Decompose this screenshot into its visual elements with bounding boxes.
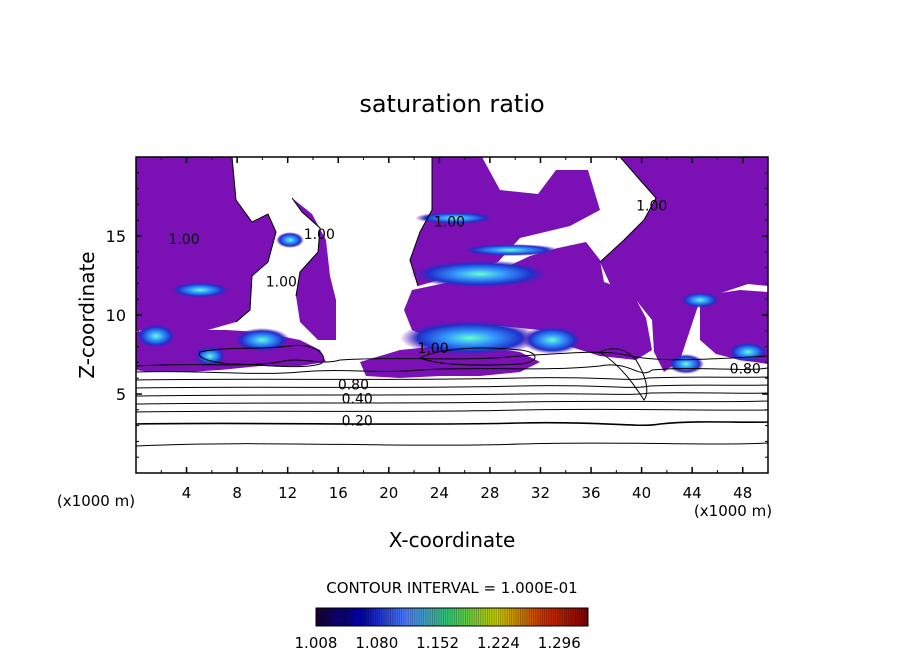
x-tick-label: 40 — [632, 484, 651, 502]
x-tick-label: 24 — [430, 484, 449, 502]
x-tick-label: 8 — [232, 484, 242, 502]
x-axis-label: X-coordinate — [389, 528, 516, 552]
contour-lines — [136, 157, 768, 447]
saturated-region-left — [136, 157, 276, 334]
contour-label: 1.00 — [636, 199, 667, 215]
x-tick-label: 28 — [480, 484, 499, 502]
contour-label: 1.00 — [434, 215, 465, 231]
contour-label: 1.00 — [266, 275, 297, 291]
hot-spot — [234, 328, 290, 352]
contour-line — [136, 364, 768, 374]
y-tick-label: 15 — [106, 227, 126, 246]
contour-line — [599, 348, 648, 401]
contour-line — [136, 392, 768, 397]
y-axis-label: Z-coordinate — [75, 251, 99, 378]
colorbar-tick-label: 1.152 — [416, 634, 459, 652]
colorbar — [315, 607, 589, 627]
contour-line — [409, 157, 433, 287]
z-axis-unit: (x1000 m) — [57, 492, 135, 510]
colorbar-tick-label: 1.224 — [477, 634, 520, 652]
x-tick-label: 44 — [683, 484, 702, 502]
contour-line — [136, 442, 768, 447]
x-tick-label: 12 — [278, 484, 297, 502]
colorbar-tick-labels: 1.008 1.080 1.152 1.224 1.296 — [295, 634, 581, 652]
plot-area: 1.00 1.001.001.001.001.000.800.800.400.20 — [136, 157, 768, 447]
x-axis: 4 8 12 16 20 24 28 32 36 40 44 48 — [160, 157, 752, 502]
y-tick-label: 5 — [116, 385, 126, 404]
contour-line — [136, 421, 768, 427]
hot-spot — [276, 232, 304, 248]
contour-line — [136, 408, 768, 413]
contour-line — [231, 157, 277, 323]
contour-interval-label: CONTOUR INTERVAL = 1.000E-01 — [326, 579, 577, 597]
contour-line — [136, 384, 768, 389]
contour-label: 0.80 — [730, 361, 761, 377]
contour-line — [418, 347, 536, 366]
contour-line — [136, 351, 768, 367]
hot-spot — [415, 212, 495, 224]
saturated-region-upper — [410, 157, 600, 286]
contour-label: 1.00 — [304, 227, 335, 243]
supersaturation-spots — [136, 212, 768, 374]
contour-label: 1.00 — [168, 232, 199, 248]
hot-spot — [680, 292, 720, 308]
colorbar-stripes — [317, 608, 587, 626]
y-axis: 5 10 15 — [106, 172, 768, 458]
contour-line — [136, 400, 768, 405]
contour-label: 1.00 — [417, 341, 448, 357]
saturated-region-center — [404, 242, 652, 360]
colorbar-tick-label: 1.080 — [355, 634, 398, 652]
hot-spot — [460, 244, 560, 256]
saturated-region-right — [600, 157, 768, 372]
contour-label: 0.40 — [342, 391, 373, 407]
x-tick-label: 4 — [182, 484, 192, 502]
hot-spot — [522, 326, 582, 354]
hot-spot — [728, 342, 768, 362]
y-tick-label: 10 — [106, 306, 126, 325]
x-tick-label: 20 — [379, 484, 398, 502]
contour-line — [291, 197, 321, 297]
hot-spot — [170, 282, 230, 298]
hot-spot — [194, 346, 226, 366]
contour-line — [198, 344, 325, 368]
hot-spot — [668, 354, 704, 374]
contour-label: 0.80 — [338, 377, 369, 393]
colorbar-tick-label: 1.296 — [538, 634, 581, 652]
contour-line — [136, 376, 768, 381]
x-tick-label: 32 — [531, 484, 550, 502]
saturated-region-inner — [292, 198, 336, 340]
hot-spot — [136, 324, 176, 348]
contour-labels: 1.00 1.001.001.001.001.000.800.800.400.20 — [168, 199, 760, 430]
x-tick-label: 48 — [733, 484, 752, 502]
colorbar-tick-label: 1.008 — [295, 634, 338, 652]
hot-spot — [410, 260, 550, 288]
x-axis-unit: (x1000 m) — [694, 502, 772, 520]
chart-title: saturation ratio — [359, 90, 544, 118]
hot-spot — [400, 320, 540, 356]
contour-line — [599, 157, 657, 263]
x-tick-label: 36 — [581, 484, 600, 502]
x-tick-label: 16 — [329, 484, 348, 502]
contour-label: 0.20 — [342, 414, 373, 430]
